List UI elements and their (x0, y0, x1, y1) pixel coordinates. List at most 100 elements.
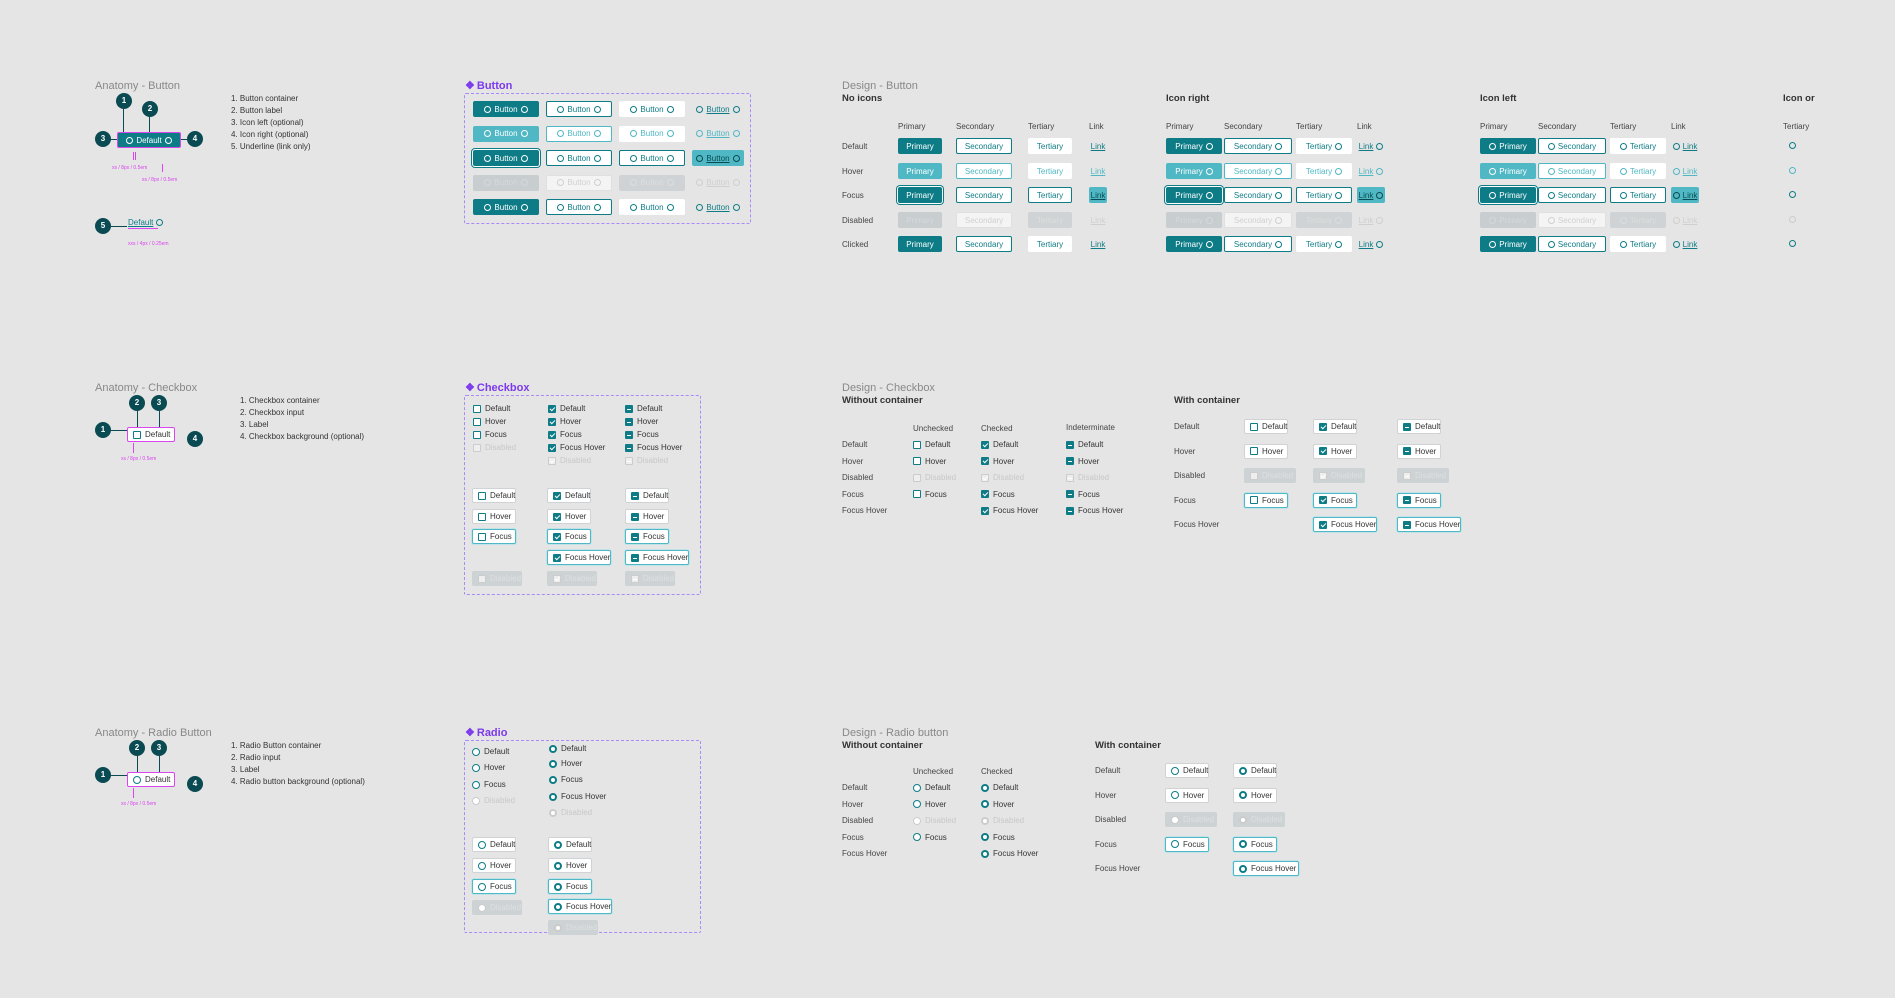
checkbox-item[interactable]: Default (1397, 419, 1441, 434)
checkbox-item[interactable]: Focus (473, 430, 507, 439)
primary-button[interactable]: Button (473, 150, 539, 166)
checkbox-item[interactable]: Focus (472, 529, 516, 544)
tertiary-button[interactable]: Tertiary (1610, 236, 1666, 252)
checkbox-item[interactable]: Default (1244, 419, 1288, 434)
checkbox-item[interactable]: Hover (1066, 457, 1099, 466)
primary-button[interactable]: Primary (1166, 138, 1222, 154)
checkbox-item[interactable]: Focus (547, 529, 591, 544)
radio-item[interactable]: Hover (1165, 787, 1209, 803)
checkbox-item[interactable]: Focus (1244, 492, 1288, 508)
info-icon[interactable] (1789, 191, 1796, 198)
checkbox-item[interactable]: Hover (1244, 443, 1288, 459)
checkbox-item[interactable]: Default (1066, 440, 1103, 449)
checkbox-item[interactable]: Focus Hover (1066, 506, 1123, 515)
checkbox-item[interactable]: Focus (913, 490, 947, 499)
info-icon[interactable] (1789, 167, 1796, 174)
secondary-button[interactable]: Secondary (956, 163, 1012, 179)
secondary-button[interactable]: Secondary (1538, 138, 1606, 154)
secondary-button[interactable]: Secondary (1538, 187, 1606, 203)
checkbox-item[interactable]: Default (625, 488, 669, 503)
radio-item[interactable]: Hover (1233, 787, 1277, 803)
primary-button[interactable]: Primary (1480, 163, 1536, 179)
checkbox-item[interactable]: Default (1313, 419, 1357, 434)
checkbox-item[interactable]: Focus Hover (1397, 517, 1461, 532)
checkbox-item[interactable]: Focus (981, 490, 1015, 499)
checkbox-item[interactable]: Hover (547, 509, 591, 524)
tertiary-button[interactable]: Tertiary (1296, 163, 1352, 179)
checkbox-item[interactable]: Hover (625, 417, 658, 426)
secondary-button[interactable]: Button (546, 150, 612, 166)
radio-item[interactable]: Hover (981, 800, 1014, 809)
secondary-button[interactable]: Button (546, 101, 612, 117)
radio-item[interactable]: Default (548, 837, 592, 852)
secondary-button[interactable]: Secondary (1224, 187, 1292, 203)
tertiary-button[interactable]: Tertiary (1296, 187, 1352, 203)
radio-item[interactable]: Focus (981, 833, 1015, 842)
link-button[interactable]: Link (1357, 187, 1385, 203)
tertiary-button[interactable]: Tertiary (1610, 163, 1666, 179)
link-button[interactable]: Link (1671, 163, 1699, 179)
checkbox-item[interactable]: Default (472, 488, 516, 503)
checkbox-item[interactable]: Focus Hover (548, 443, 605, 452)
checkbox-item[interactable]: Focus Hover (625, 550, 689, 565)
secondary-button[interactable]: Secondary (956, 187, 1012, 203)
checkbox-item[interactable]: Hover (1397, 443, 1441, 459)
primary-button[interactable]: Primary (1166, 187, 1222, 203)
link-button[interactable]: Link (1089, 163, 1107, 179)
secondary-button[interactable]: Secondary (1538, 236, 1606, 252)
radio-item[interactable]: Default (472, 747, 509, 756)
radio-item[interactable]: Hover (472, 858, 516, 873)
checkbox-item[interactable]: Default (913, 440, 950, 449)
checkbox-item[interactable]: Focus Hover (981, 506, 1038, 515)
checkbox-item[interactable]: Focus (1313, 492, 1357, 508)
link-button[interactable]: Link (1671, 236, 1699, 252)
radio-item[interactable]: Focus (549, 775, 583, 784)
link-button[interactable]: Button (692, 126, 744, 142)
tertiary-button[interactable]: Button (619, 150, 685, 166)
checkbox-item[interactable]: Default (981, 440, 1018, 449)
checkbox-item[interactable]: Focus (625, 529, 669, 544)
primary-button[interactable]: Button (473, 125, 539, 142)
link-button[interactable]: Link (1089, 236, 1107, 252)
checkbox-item[interactable]: Hover (913, 457, 946, 466)
link-button[interactable]: Link (1357, 163, 1385, 179)
checkbox-item[interactable]: Hover (473, 417, 506, 426)
radio-item[interactable]: Default (472, 837, 516, 852)
radio-item[interactable]: Focus Hover (548, 899, 612, 914)
link-button[interactable]: Link (1357, 236, 1385, 252)
radio-item[interactable]: Focus (913, 833, 947, 842)
link-button[interactable]: Link (1089, 187, 1107, 203)
info-icon[interactable] (1789, 142, 1796, 149)
radio-item[interactable]: Focus (1165, 836, 1209, 852)
radio-item[interactable]: Focus (472, 780, 506, 789)
radio-item[interactable]: Hover (913, 800, 946, 809)
primary-button[interactable]: Primary (898, 187, 942, 203)
primary-button[interactable]: Primary (1166, 163, 1222, 179)
tertiary-button[interactable]: Button (619, 199, 685, 215)
radio-item[interactable]: Focus Hover (549, 792, 606, 801)
checkbox-item[interactable]: Hover (981, 457, 1014, 466)
tertiary-button[interactable]: Button (619, 125, 685, 142)
link-button[interactable]: Button (692, 101, 744, 117)
primary-button[interactable]: Primary (1480, 138, 1536, 154)
radio-item[interactable]: Default (913, 783, 950, 792)
tertiary-button[interactable]: Tertiary (1296, 138, 1352, 154)
secondary-button[interactable]: Button (546, 125, 612, 142)
secondary-button[interactable]: Secondary (956, 236, 1012, 252)
radio-item[interactable]: Default (549, 744, 586, 753)
checkbox-item[interactable]: Focus (1397, 492, 1441, 508)
tertiary-button[interactable]: Tertiary (1028, 163, 1072, 179)
tertiary-button[interactable]: Tertiary (1028, 236, 1072, 252)
primary-button[interactable]: Primary (1480, 236, 1536, 252)
checkbox-item[interactable]: Focus (625, 430, 659, 439)
tertiary-button[interactable]: Button (619, 101, 685, 117)
link-button[interactable]: Link (1671, 187, 1699, 203)
tertiary-button[interactable]: Tertiary (1610, 187, 1666, 203)
primary-button[interactable]: Button (473, 199, 539, 215)
checkbox-item[interactable]: Default (473, 404, 510, 413)
tertiary-button[interactable]: Tertiary (1028, 138, 1072, 154)
primary-button[interactable]: Button (473, 101, 539, 117)
secondary-button[interactable]: Secondary (1224, 163, 1292, 179)
tertiary-button[interactable]: Tertiary (1028, 187, 1072, 203)
checkbox-item[interactable]: Focus (1066, 490, 1100, 499)
